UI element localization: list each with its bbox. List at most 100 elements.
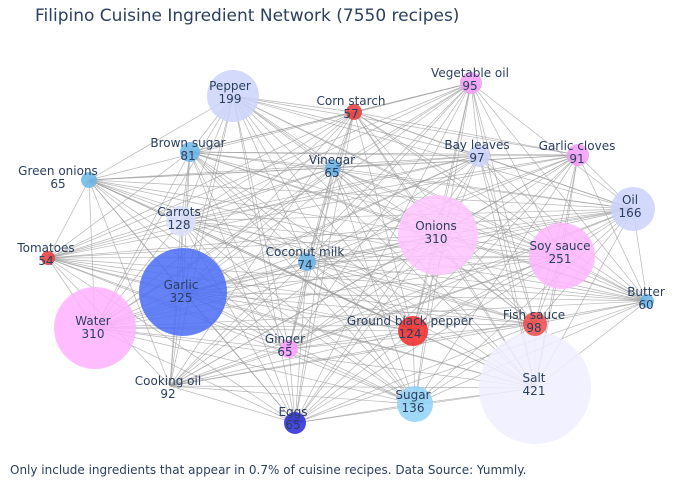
node-count-onions: 310	[425, 232, 448, 246]
node-circle-coconut-milk[interactable]	[298, 253, 316, 271]
edge-carrots-tomatoes	[47, 220, 182, 259]
node-count-coconut-milk: 74	[297, 258, 312, 272]
source-caption: Only include ingredients that appear in …	[10, 463, 527, 477]
edge-vinegar-corn-starch	[332, 111, 355, 169]
node-count-ginger: 65	[277, 345, 292, 359]
node-circle-tomatoes[interactable]	[41, 251, 55, 265]
node-count-garlic-cloves: 91	[569, 152, 584, 166]
edge-cooking-oil-garlic-cloves	[169, 154, 579, 387]
node-name-brown-sugar: Brown sugar	[150, 136, 225, 150]
node-circle-eggs[interactable]	[284, 412, 306, 434]
node-name-ginger: Ginger	[265, 332, 305, 346]
node-name-vinegar: Vinegar	[309, 153, 355, 167]
node-circle-carrots[interactable]	[166, 206, 196, 236]
node-circle-fish-sauce[interactable]	[523, 312, 547, 336]
edge-oil-green-onions	[88, 179, 634, 210]
edge-oil-brown-sugar	[189, 151, 634, 210]
edge-green-onions-vinegar	[88, 167, 334, 181]
node-circle-ginger[interactable]	[280, 340, 298, 358]
node-circle-oil[interactable]	[611, 187, 655, 231]
node-circle-brown-sugar[interactable]	[180, 142, 200, 162]
node-name-green-onions: Green onions	[18, 164, 98, 178]
edge-garlic-cloves-corn-starch	[353, 111, 579, 156]
node-circle-corn-starch[interactable]	[346, 104, 362, 120]
node-circle-salt[interactable]	[479, 332, 591, 444]
edge-pepper-oil	[232, 95, 634, 210]
node-circle-vinegar[interactable]	[325, 160, 341, 176]
node-circle-garlic[interactable]	[139, 248, 227, 336]
edge-soy-sauce-eggs	[294, 255, 563, 424]
node-name-garlic-cloves: Garlic cloves	[539, 139, 616, 153]
edge-vegetable-oil-vinegar	[332, 82, 472, 169]
node-name-pepper: Pepper	[209, 79, 251, 93]
node-circle-onions[interactable]	[398, 195, 478, 275]
node-count-oil: 166	[619, 206, 642, 220]
edge-water-pepper	[94, 95, 234, 329]
node-count-cooking-oil: 92	[160, 387, 175, 401]
node-count-corn-starch: 57	[343, 107, 358, 121]
edge-oil-tomatoes	[47, 208, 634, 259]
node-count-ground-black-pepper: 124	[399, 327, 422, 341]
edge-bay-leaves-vegetable-oil	[470, 82, 480, 157]
edge-ground-black-pepper-green-onions	[88, 179, 414, 332]
node-circle-butter[interactable]	[640, 294, 654, 308]
edge-brown-sugar-corn-starch	[189, 111, 355, 153]
node-circle-garlic-cloves[interactable]	[567, 144, 589, 166]
edge-green-onions-tomatoes	[47, 179, 90, 259]
edge-soy-sauce-carrots	[180, 220, 563, 257]
node-count-pepper: 199	[219, 92, 242, 106]
edge-water-vinegar	[94, 167, 334, 329]
node-circle-bay-leaves[interactable]	[468, 145, 490, 167]
node-count-fish-sauce: 98	[526, 321, 541, 335]
edge-sugar-tomatoes	[47, 257, 416, 405]
edge-eggs-tomatoes	[47, 257, 296, 424]
edge-brown-sugar-ginger	[189, 151, 290, 350]
edge-sugar-ginger	[288, 348, 416, 405]
edge-oil-vinegar	[332, 167, 634, 210]
edge-eggs-ginger	[288, 348, 296, 424]
edge-coconut-milk-vinegar	[306, 167, 334, 263]
edge-pepper-green-onions	[88, 95, 234, 181]
edge-carrots-fish-sauce	[180, 220, 536, 325]
node-count-eggs: 65	[285, 418, 300, 432]
edge-pepper-eggs	[232, 95, 296, 424]
node-circle-water[interactable]	[54, 287, 136, 369]
node-circle-pepper[interactable]	[207, 70, 259, 122]
edge-bay-leaves-tomatoes	[47, 155, 480, 259]
edge-carrots-vinegar	[180, 167, 334, 222]
node-circle-ground-black-pepper[interactable]	[398, 316, 428, 346]
node-circle-soy-sauce[interactable]	[529, 223, 595, 289]
node-circle-green-onions[interactable]	[81, 172, 97, 188]
edge-ground-black-pepper-brown-sugar	[189, 151, 414, 332]
node-circle-sugar[interactable]	[397, 386, 433, 422]
node-name-tomatoes: Tomatoes	[16, 241, 74, 255]
node-circle-vegetable-oil[interactable]	[460, 72, 482, 94]
edge-brown-sugar-eggs	[189, 151, 296, 424]
edge-garlic-cloves-butter	[577, 154, 648, 302]
